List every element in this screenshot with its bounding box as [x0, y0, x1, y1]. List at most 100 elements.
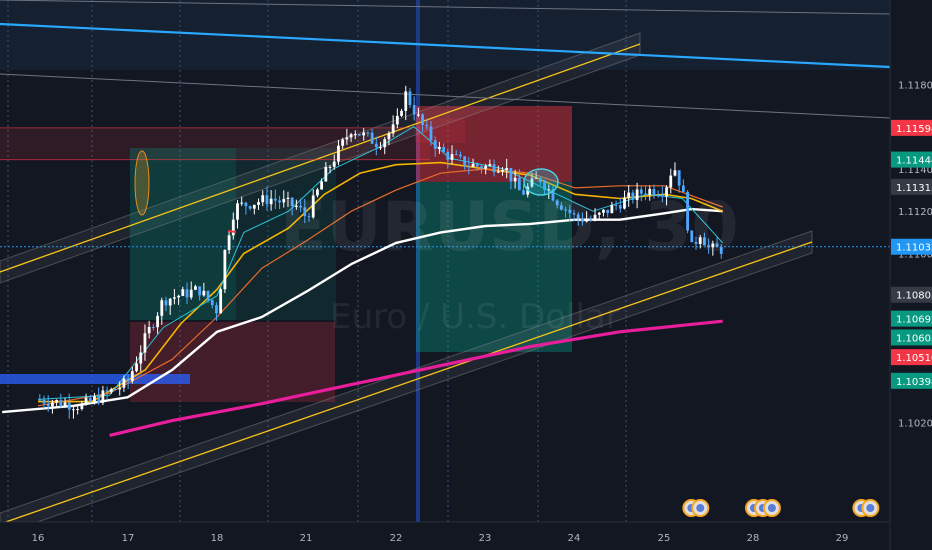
candle-body [290, 197, 294, 207]
x-axis: 16 17 18 21 22 23 24 25 28 29 [0, 521, 932, 550]
y-axis-tick-label: 1.11200 [898, 207, 932, 218]
price-tag-label: 1.11444 [896, 156, 932, 167]
x-axis-tick-label: 17 [122, 533, 135, 544]
candle-body [606, 209, 610, 214]
candle-body [97, 396, 101, 403]
candle-body [694, 242, 698, 244]
horizontal-levels [0, 127, 890, 384]
x-axis-background [0, 522, 932, 550]
candle-body [623, 197, 626, 209]
candle-body [324, 166, 328, 182]
candle-body [265, 195, 269, 205]
candle-body [404, 91, 408, 111]
candle-body [130, 371, 134, 382]
candle-body [278, 200, 281, 203]
candle-body [55, 400, 59, 403]
candle-body [244, 202, 248, 207]
channel-outer-line [0, 73, 891, 119]
candle-body [547, 189, 551, 191]
candle-body [72, 409, 75, 411]
candle-body [627, 192, 631, 198]
candle-body [408, 91, 412, 106]
candle-body [219, 289, 223, 314]
candle-body [715, 243, 719, 248]
candle-body [690, 230, 694, 243]
economic-event-flag-icon [696, 504, 705, 512]
candle-body [63, 402, 67, 407]
candle-body [223, 249, 227, 290]
price-tag [891, 286, 932, 303]
candle-body [467, 166, 471, 168]
economic-event-flag-icon [866, 504, 875, 512]
candle-body [602, 209, 605, 213]
candle-body [84, 397, 88, 404]
candle-body [597, 212, 601, 215]
candle-body [299, 205, 302, 208]
candle-body [143, 333, 147, 353]
watermark: EURUSD, 30 Euro / U.S. Dollar [280, 188, 739, 337]
candle-body [656, 195, 660, 197]
candle-body [101, 390, 105, 403]
moving-average-line [37, 168, 723, 407]
candle-body [492, 164, 496, 173]
candle-body [501, 170, 504, 172]
candle-body [644, 193, 647, 195]
candle-body [168, 298, 172, 306]
candle-body [593, 214, 597, 220]
candle-body [589, 219, 593, 221]
candle-body [454, 154, 458, 156]
x-axis-tick-label: 29 [836, 533, 849, 544]
x-axis-tick-label: 21 [300, 533, 313, 544]
candle-body [341, 139, 345, 146]
candle-body [51, 402, 54, 407]
moving-average-line [38, 161, 724, 403]
candle-body [185, 289, 189, 298]
watermark-description: Euro / U.S. Dollar [330, 297, 620, 337]
candle-body [194, 286, 197, 290]
candle-body [273, 198, 277, 201]
candle-body [370, 132, 374, 144]
price-tag [891, 151, 932, 168]
candle-body [337, 145, 340, 162]
channel-midline [0, 241, 813, 525]
candle-body [639, 189, 643, 194]
channel-midline [0, 43, 641, 273]
candle-body [181, 289, 185, 296]
highlight-ellipse [134, 150, 150, 216]
candle-body [118, 387, 122, 390]
candle-body [391, 124, 395, 134]
price-tag-label: 1.10805 [896, 291, 932, 302]
y-axis-tick-label: 1.11800 [898, 80, 932, 91]
marker-dash [227, 230, 237, 233]
candle-body [677, 170, 681, 186]
candle-body [362, 132, 366, 136]
candle-body [294, 205, 298, 207]
candle-body [530, 178, 534, 187]
candle-body [400, 110, 403, 116]
price-tag [891, 310, 932, 327]
candle-body [151, 326, 155, 328]
candle-body [252, 204, 256, 209]
candle-body [303, 207, 307, 217]
candle-body [139, 352, 143, 364]
economic-event-flag-icon [767, 504, 776, 512]
candle-body [374, 143, 378, 148]
candle-body [686, 191, 689, 231]
candle-body [383, 139, 387, 148]
candle-body [160, 300, 164, 316]
candle-body [172, 297, 176, 299]
vertical-gridlines [7, 0, 627, 522]
candle-body [206, 290, 210, 301]
candle-body [416, 114, 420, 116]
event-icons [682, 499, 880, 517]
candle-body [660, 195, 664, 197]
position-zone [0, 127, 430, 160]
candle-body [585, 219, 589, 222]
candle-body [202, 290, 206, 296]
x-axis-tick-label: 24 [568, 533, 581, 544]
candle-body [80, 403, 84, 410]
candle-body [316, 189, 319, 196]
candle-body [189, 289, 193, 298]
candle-body [450, 154, 454, 160]
